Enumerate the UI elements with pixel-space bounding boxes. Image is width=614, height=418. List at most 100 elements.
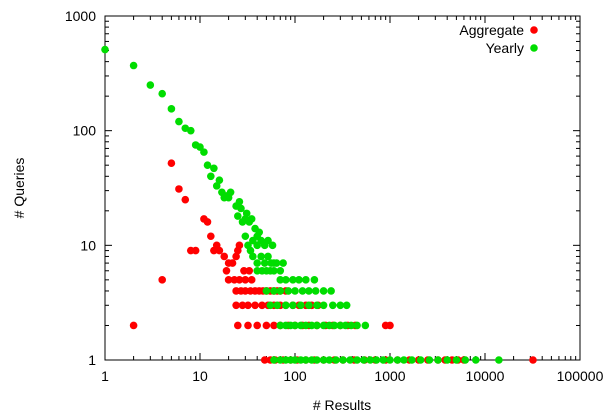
- point-yearly: [313, 301, 321, 310]
- point-yearly: [302, 321, 310, 330]
- point-aggregate: [228, 259, 237, 267]
- point-aggregate: [529, 356, 537, 364]
- point-yearly: [270, 287, 278, 295]
- legend-marker-aggregate: [530, 26, 538, 34]
- point-yearly: [129, 61, 138, 70]
- point-aggregate: [175, 185, 183, 193]
- point-yearly: [353, 321, 361, 330]
- point-yearly: [319, 356, 328, 364]
- point-yearly: [276, 321, 285, 330]
- point-aggregate: [234, 321, 242, 330]
- point-yearly: [186, 126, 195, 135]
- point-yearly: [366, 356, 375, 364]
- point-yearly: [330, 321, 339, 330]
- data-points: [101, 45, 537, 364]
- point-yearly: [313, 356, 321, 364]
- point-yearly: [289, 276, 297, 284]
- point-yearly: [203, 161, 212, 169]
- point-yearly: [360, 356, 368, 364]
- point-yearly: [393, 356, 402, 364]
- y-tick-label: 1: [88, 352, 96, 368]
- series-aggregate: [129, 159, 537, 364]
- point-yearly: [212, 182, 221, 190]
- x-tick-labels: 1 10 100 1000 10000 100000: [101, 368, 603, 384]
- point-yearly: [273, 301, 282, 310]
- point-aggregate: [251, 301, 259, 310]
- point-aggregate: [270, 321, 278, 330]
- point-yearly: [291, 321, 299, 330]
- point-yearly: [255, 228, 264, 237]
- point-aggregate: [244, 321, 252, 330]
- point-aggregate: [235, 241, 244, 250]
- point-yearly: [313, 321, 321, 330]
- point-aggregate: [260, 356, 269, 364]
- point-yearly: [284, 287, 293, 295]
- point-yearly: [329, 301, 337, 310]
- x-tick-label: 100000: [557, 368, 604, 384]
- point-aggregate: [238, 301, 247, 310]
- point-yearly: [302, 276, 310, 284]
- point-yearly: [325, 356, 334, 364]
- point-aggregate: [244, 301, 252, 310]
- point-yearly: [342, 301, 351, 310]
- point-yearly: [361, 321, 370, 330]
- point-yearly: [408, 356, 416, 364]
- point-yearly: [264, 236, 272, 245]
- legend: Aggregate Yearly: [459, 22, 538, 56]
- point-yearly: [319, 287, 328, 295]
- y-tick-labels: 1 10 100 1000: [65, 8, 96, 368]
- point-yearly: [167, 105, 176, 113]
- point-yearly: [302, 356, 310, 364]
- point-yearly: [327, 287, 335, 295]
- point-yearly: [242, 209, 251, 218]
- y-tick-label: 1000: [65, 8, 96, 24]
- point-aggregate: [232, 252, 240, 261]
- point-yearly: [246, 246, 255, 255]
- point-yearly: [270, 356, 278, 364]
- y-axis-label: # Queries: [11, 158, 27, 219]
- point-yearly: [253, 259, 261, 267]
- point-aggregate: [191, 246, 200, 255]
- point-aggregate: [210, 246, 218, 255]
- point-yearly: [296, 301, 305, 310]
- point-aggregate: [220, 252, 229, 261]
- point-yearly: [281, 301, 290, 310]
- point-aggregate: [207, 232, 215, 241]
- point-yearly: [319, 321, 328, 330]
- point-yearly: [341, 321, 350, 330]
- point-yearly: [353, 356, 361, 364]
- point-yearly: [471, 356, 480, 364]
- point-aggregate: [181, 195, 190, 204]
- point-yearly: [279, 259, 287, 267]
- point-yearly: [272, 259, 281, 267]
- legend-label-yearly: Yearly: [486, 40, 524, 56]
- point-yearly: [247, 215, 256, 223]
- point-yearly: [305, 301, 313, 310]
- point-yearly: [332, 356, 340, 364]
- point-yearly: [295, 276, 303, 284]
- point-yearly: [175, 117, 183, 126]
- point-yearly: [241, 232, 250, 241]
- point-yearly: [260, 259, 269, 267]
- point-yearly: [339, 356, 347, 364]
- point-yearly: [210, 164, 218, 173]
- point-yearly: [276, 266, 285, 275]
- point-yearly: [257, 252, 265, 261]
- point-aggregate: [258, 301, 266, 310]
- point-yearly: [452, 356, 461, 364]
- point-aggregate: [129, 321, 138, 330]
- point-aggregate: [247, 276, 256, 284]
- point-yearly: [264, 252, 272, 261]
- point-yearly: [237, 204, 245, 213]
- point-yearly: [298, 287, 307, 295]
- point-aggregate: [262, 321, 271, 330]
- point-yearly: [276, 276, 285, 284]
- x-tick-label: 100: [283, 368, 307, 384]
- x-tick-label: 1: [101, 368, 109, 384]
- point-yearly: [226, 188, 235, 197]
- point-aggregate: [235, 276, 244, 284]
- point-yearly: [234, 212, 242, 220]
- point-yearly: [305, 287, 313, 295]
- series-yearly: [101, 45, 503, 364]
- point-yearly: [443, 356, 452, 364]
